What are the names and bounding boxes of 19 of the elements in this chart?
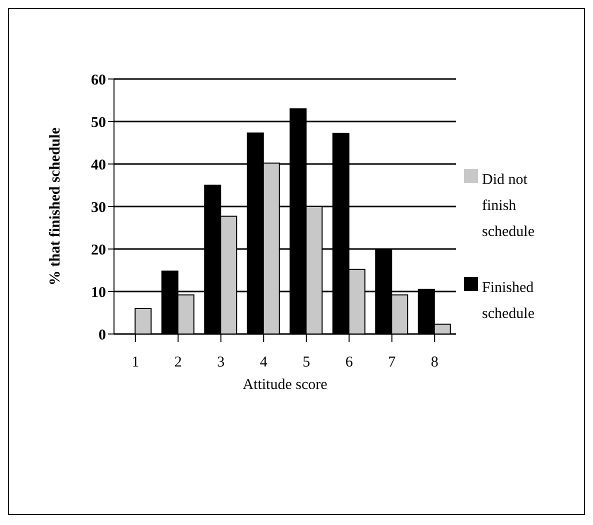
x-tick-label: 7 [388,354,396,371]
y-tick-label: 50 [91,114,106,131]
y-tick-label: 10 [91,284,106,301]
y-tick-label: 40 [91,157,106,174]
x-tick-label: 2 [174,354,182,371]
y-axis-title: % that finished schedule [47,127,64,286]
x-tick-label: 3 [217,354,225,371]
y-tick-label: 20 [91,242,106,258]
y-tick-label: 0 [98,327,106,344]
y-tick-label: 60 [91,72,106,88]
legend-label: Did not finish schedule [482,170,536,242]
x-tick-label: 6 [345,354,354,371]
legend-label: Finished schedule [482,278,536,324]
x-tick-label: 4 [260,354,268,371]
x-axis-title: Attitude score [242,377,328,393]
x-tick-label: 8 [430,354,438,371]
y-tick-label: 30 [91,200,106,216]
x-tick-label: 5 [302,354,310,371]
x-tick-label: 1 [132,354,140,371]
